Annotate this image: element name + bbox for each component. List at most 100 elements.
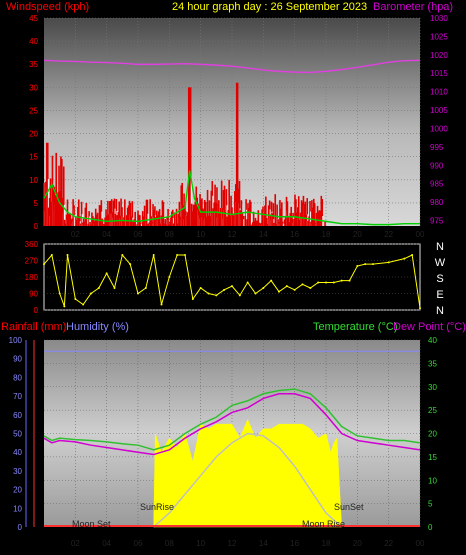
temp-x-tick-label: 04 — [102, 539, 111, 548]
wind-x-tick-label: 10 — [196, 230, 205, 239]
windspeed-tick-label: 5 — [34, 199, 39, 208]
direction-point — [270, 279, 273, 282]
temperature-label: Temperature (°C) — [313, 321, 397, 333]
humidity-tick-label: 70 — [13, 392, 22, 401]
direction-point — [411, 254, 414, 256]
direction-point — [207, 292, 210, 295]
wind-x-tick-label: 06 — [134, 230, 143, 239]
direction-point — [215, 294, 218, 297]
temperature-tick-label: 30 — [428, 383, 437, 392]
temperature-tick-label: 35 — [428, 359, 437, 368]
temp-x-tick-label: 20 — [353, 539, 362, 548]
humidity-tick-label: 0 — [18, 523, 23, 532]
barometer-tick-label: 1000 — [430, 124, 448, 133]
direction-point — [168, 276, 171, 278]
compass-labels: N W S E N — [435, 241, 446, 317]
direction-point — [176, 254, 179, 256]
direction-point — [293, 288, 296, 291]
direction-point — [199, 287, 202, 289]
temp-x-tick-label: 02 — [71, 539, 80, 548]
temperature-tick-label: 25 — [428, 406, 437, 415]
direction-plot-area — [43, 243, 421, 311]
barometer-tick-label: 1025 — [430, 32, 448, 41]
temp-x-tick-label: 06 — [134, 539, 143, 548]
direction-point — [332, 281, 335, 284]
wind-x-tick-label: 20 — [353, 230, 362, 239]
direction-point — [231, 285, 233, 288]
direction-tick-label: 180 — [25, 273, 39, 282]
barometer-tick-label: 985 — [430, 180, 444, 189]
windspeed-tick-label: 25 — [29, 106, 38, 115]
moonset-label: Moon Set — [72, 519, 111, 529]
dewpoint-line — [43, 393, 421, 456]
wind-x-tick-label: 12 — [228, 230, 237, 239]
avg_wind-line — [43, 170, 420, 226]
wind-plot-area — [44, 18, 420, 226]
humidity-tick-label: 10 — [13, 504, 22, 513]
direction-point — [82, 303, 85, 306]
solar-area — [153, 418, 343, 528]
humidity-tick-label: 20 — [13, 486, 22, 495]
direction-point — [387, 261, 390, 264]
wind-x-tick-label: 08 — [165, 230, 174, 239]
direction-point — [317, 281, 320, 284]
wind-x-tick-label: 18 — [322, 230, 331, 239]
direction-point — [113, 287, 116, 289]
temp-x-tick-label: 08 — [165, 539, 174, 548]
windspeed-tick-label: 30 — [29, 83, 38, 92]
wind-x-tick-label: 14 — [259, 230, 268, 239]
windspeed-axis-label: Windspeed (kph) — [6, 1, 89, 13]
windspeed-tick-label: 10 — [29, 176, 38, 185]
barometer-tick-label: 975 — [430, 216, 444, 225]
temperature-line — [43, 388, 421, 451]
temperature-tick-label: 15 — [428, 453, 437, 462]
solar-radiation-area — [153, 418, 342, 528]
wind-x-tick-label: 04 — [102, 230, 111, 239]
direction-point — [309, 287, 312, 289]
direction-trace — [43, 253, 421, 309]
compass-w: W — [435, 257, 446, 269]
barometer-tick-label: 990 — [430, 161, 444, 170]
temperature-tick-label: 10 — [428, 476, 437, 485]
barometer-tick-label: 1010 — [430, 88, 448, 97]
direction-point — [285, 285, 288, 288]
humidity-ticks: 0 10 20 30 40 50 60 70 80 90 100 — [9, 336, 23, 532]
direction-point — [364, 263, 367, 266]
direction-point — [372, 263, 374, 266]
direction-point — [43, 263, 45, 266]
direction-point — [97, 287, 100, 289]
barometer-tick-label: 1015 — [430, 69, 448, 78]
direction-point — [90, 292, 92, 295]
dewpoint-label: Dew Point (°C) — [393, 321, 466, 333]
direction-point — [348, 279, 351, 282]
direction-point — [63, 305, 66, 308]
compass-n-bottom: N — [436, 305, 444, 317]
direction-point — [105, 272, 108, 275]
temp-x-tick-label: 22 — [384, 539, 393, 548]
barometer-tick-label: 995 — [430, 143, 444, 152]
direction-tick-label: 0 — [34, 306, 39, 315]
temp-x-tick-label: 10 — [196, 539, 205, 548]
chart-title: 24 hour graph day : 26 September 2023 — [172, 1, 367, 13]
direction-point — [246, 281, 249, 284]
temp-x-tick-label: 18 — [322, 539, 331, 548]
direction-point — [58, 292, 61, 295]
direction-point — [144, 287, 147, 289]
direction-point — [50, 254, 53, 256]
windspeed-tick-label: 45 — [29, 14, 38, 23]
compass-s: S — [436, 273, 443, 285]
direction-point — [238, 294, 241, 297]
wind-x-ticks: 02 04 06 08 10 12 14 16 18 20 22 00 — [71, 230, 425, 239]
barometer-tick-label: 980 — [430, 198, 444, 207]
direction-point — [121, 254, 124, 256]
humidity-tick-label: 30 — [13, 467, 22, 476]
humidity-tick-label: 100 — [9, 336, 23, 345]
direction-point — [152, 254, 155, 256]
direction-point — [160, 303, 163, 306]
barometer-line — [43, 59, 421, 74]
barometer-tick-label: 1030 — [430, 14, 448, 23]
compass-n-top: N — [436, 241, 444, 253]
wind-x-tick-label: 22 — [384, 230, 393, 239]
temperature-tick-label: 40 — [428, 336, 437, 345]
barometer-axis-label: Barometer (hpa) — [373, 1, 453, 13]
